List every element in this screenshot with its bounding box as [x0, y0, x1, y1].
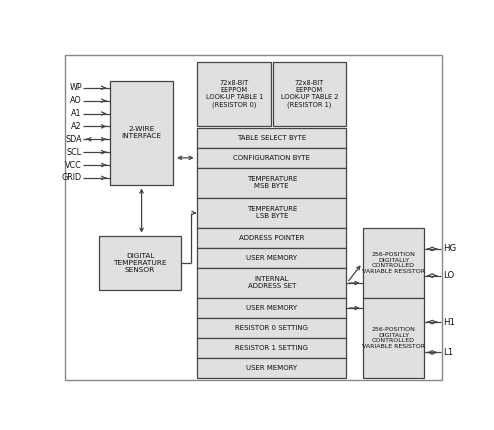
Text: 72x8-BIT
EEPPOM
LOOK-UP TABLE 1
(RESISTOR 0): 72x8-BIT EEPPOM LOOK-UP TABLE 1 (RESISTO… [206, 80, 263, 108]
Text: 256-POSITION
DIGITALLY
CONTROLLED
VARIABLE RESISTOR: 256-POSITION DIGITALLY CONTROLLED VARIAB… [362, 252, 425, 274]
Bar [273, 62, 346, 126]
Text: USER MEMORY: USER MEMORY [246, 255, 297, 261]
Bar [198, 198, 346, 228]
Bar [198, 148, 346, 168]
Bar [198, 268, 346, 298]
Bar [99, 237, 181, 290]
Text: ADDRESS POINTER: ADDRESS POINTER [239, 235, 304, 241]
Bar [198, 248, 346, 268]
Text: TABLE SELECT BYTE: TABLE SELECT BYTE [237, 135, 306, 141]
Bar [110, 81, 173, 185]
Text: INTERNAL
ADDRESS SET: INTERNAL ADDRESS SET [247, 276, 296, 289]
Text: WP: WP [69, 83, 82, 92]
Text: A2: A2 [71, 122, 82, 131]
Text: USER MEMORY: USER MEMORY [246, 365, 297, 371]
Text: DIGITAL
TEMPERATURE
SENSOR: DIGITAL TEMPERATURE SENSOR [113, 253, 167, 273]
Text: A1: A1 [72, 109, 82, 118]
Text: VCC: VCC [65, 160, 82, 169]
Bar [198, 128, 346, 148]
Text: USER MEMORY: USER MEMORY [246, 305, 297, 311]
Text: 72x8-BIT
EEPPOM
LOOK-UP TABLE 2
(RESISTOR 1): 72x8-BIT EEPPOM LOOK-UP TABLE 2 (RESISTO… [281, 80, 338, 108]
Bar [198, 318, 346, 338]
Text: SCL: SCL [67, 147, 82, 157]
Text: RESISTOR 1 SETTING: RESISTOR 1 SETTING [235, 345, 308, 351]
Text: L1: L1 [443, 348, 453, 357]
Text: LO: LO [443, 271, 454, 280]
Text: TEMPERATURE
MSB BYTE: TEMPERATURE MSB BYTE [247, 176, 297, 189]
Bar [198, 62, 271, 126]
Text: H1: H1 [443, 317, 455, 326]
Text: HG: HG [443, 244, 456, 253]
Bar [198, 168, 346, 198]
Text: SDA: SDA [65, 135, 82, 144]
Bar [363, 298, 424, 378]
Text: 256-POSITION
DIGITALLY
CONTROLLED
VARIABLE RESISTOR: 256-POSITION DIGITALLY CONTROLLED VARIAB… [362, 327, 425, 349]
Bar [198, 338, 346, 358]
Text: AO: AO [70, 96, 82, 105]
Bar [198, 298, 346, 318]
Text: RESISTOR 0 SETTING: RESISTOR 0 SETTING [235, 325, 308, 331]
Bar [198, 358, 346, 378]
Text: GRID: GRID [62, 173, 82, 182]
Text: TEMPERATURE
LSB BYTE: TEMPERATURE LSB BYTE [247, 206, 297, 219]
Bar [363, 228, 424, 298]
Bar [198, 228, 346, 248]
Text: 2-WIRE
INTERFACE: 2-WIRE INTERFACE [122, 126, 162, 139]
Text: CONFIGURATION BYTE: CONFIGURATION BYTE [233, 155, 310, 161]
